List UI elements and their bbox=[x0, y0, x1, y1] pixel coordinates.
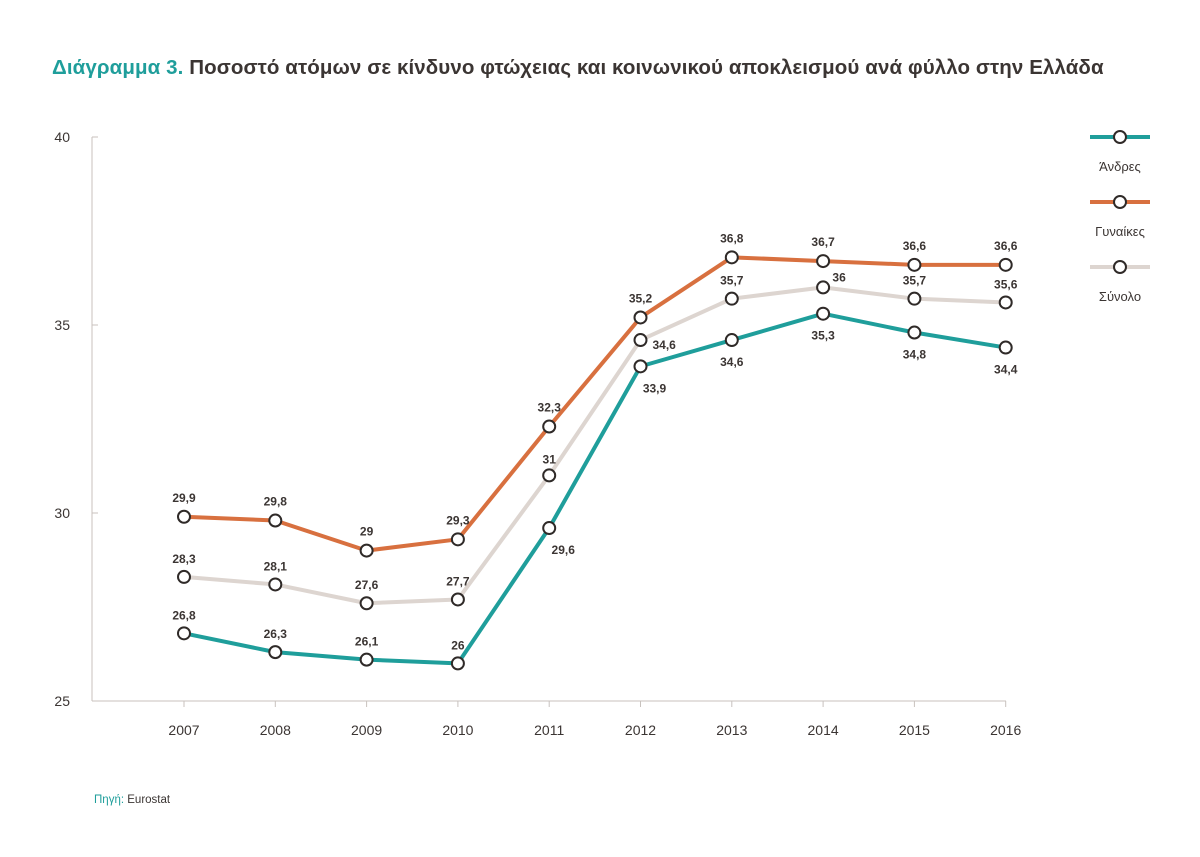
data-point-men bbox=[724, 333, 739, 348]
x-tick-label: 2015 bbox=[899, 722, 930, 738]
data-label-men: 29,6 bbox=[552, 543, 576, 557]
legend-marker-men bbox=[1113, 130, 1127, 144]
data-point-women bbox=[724, 250, 739, 265]
data-label-total: 34,6 bbox=[653, 338, 677, 352]
data-label-women: 36,7 bbox=[811, 235, 835, 249]
data-label-total: 27,7 bbox=[446, 574, 470, 588]
data-label-women: 36,8 bbox=[720, 231, 744, 245]
y-tick-label: 25 bbox=[54, 693, 70, 709]
x-tick-label: 2011 bbox=[534, 722, 564, 738]
data-point-men bbox=[542, 521, 557, 536]
x-tick-label: 2010 bbox=[442, 722, 473, 738]
data-label-men: 33,9 bbox=[643, 381, 667, 395]
x-tick-label: 2016 bbox=[990, 722, 1021, 738]
data-label-men: 26,1 bbox=[355, 635, 379, 649]
data-label-women: 29,9 bbox=[172, 491, 196, 505]
data-point-men bbox=[816, 306, 831, 321]
data-label-men: 34,6 bbox=[720, 355, 744, 369]
data-point-total bbox=[359, 596, 374, 611]
data-point-total bbox=[998, 295, 1013, 310]
data-label-total: 31 bbox=[543, 452, 557, 466]
data-point-total bbox=[907, 291, 922, 306]
source-label: Πηγή: bbox=[94, 794, 125, 806]
data-point-men bbox=[177, 626, 191, 641]
data-label-men: 26,8 bbox=[172, 608, 196, 622]
data-label-men: 26 bbox=[451, 638, 465, 652]
data-label-women: 32,3 bbox=[538, 401, 562, 415]
data-point-women bbox=[177, 509, 191, 524]
data-point-total bbox=[542, 468, 557, 483]
data-label-men: 34,8 bbox=[903, 348, 927, 362]
y-tick-label: 35 bbox=[54, 317, 70, 333]
data-label-total: 36 bbox=[832, 270, 846, 284]
data-point-men bbox=[268, 645, 283, 660]
series-line-men bbox=[182, 311, 1008, 666]
chart-title: Διάγραμμα 3. Ποσοστό ατόμων σε κίνδυνο φ… bbox=[52, 56, 1104, 80]
data-point-women bbox=[359, 543, 374, 558]
source-note: Πηγή: Eurostat bbox=[94, 794, 170, 806]
data-point-women bbox=[268, 513, 283, 528]
data-point-men bbox=[450, 656, 465, 671]
x-tick-label: 2008 bbox=[260, 722, 291, 738]
data-point-women bbox=[450, 532, 465, 547]
legend-marker-total bbox=[1113, 260, 1127, 274]
data-point-total bbox=[268, 577, 283, 592]
x-tick-label: 2014 bbox=[808, 722, 839, 738]
data-label-women: 29 bbox=[360, 525, 374, 539]
data-point-women bbox=[998, 257, 1013, 272]
data-label-men: 34,4 bbox=[994, 363, 1018, 377]
data-label-women: 29,8 bbox=[264, 495, 288, 509]
y-tick-label: 30 bbox=[54, 505, 70, 521]
data-label-total: 28,3 bbox=[172, 552, 196, 566]
data-label-men: 26,3 bbox=[264, 627, 288, 641]
series-line-women bbox=[182, 255, 1008, 553]
chart-title-prefix: Διάγραμμα 3. bbox=[52, 56, 184, 79]
data-point-women bbox=[633, 310, 648, 325]
series-line-total bbox=[182, 285, 1008, 606]
data-label-total: 27,6 bbox=[355, 578, 379, 592]
data-label-total: 35,7 bbox=[720, 274, 744, 288]
data-point-men bbox=[633, 359, 648, 374]
legend-label-total: Σύνολο bbox=[1099, 289, 1141, 304]
legend-marker-women bbox=[1113, 195, 1127, 209]
legend-label-women: Γυναίκες bbox=[1095, 224, 1145, 239]
data-point-total bbox=[177, 569, 191, 584]
data-label-women: 35,2 bbox=[629, 291, 653, 305]
data-point-men bbox=[998, 340, 1013, 355]
y-tick-label: 40 bbox=[54, 129, 70, 145]
legend-label-men: Άνδρες bbox=[1099, 159, 1141, 174]
data-label-total: 35,7 bbox=[903, 274, 927, 288]
data-point-men bbox=[907, 325, 922, 340]
data-label-men: 35,3 bbox=[811, 329, 835, 343]
data-label-total: 28,1 bbox=[264, 559, 288, 573]
data-point-men bbox=[359, 652, 374, 667]
data-point-women bbox=[816, 254, 831, 269]
chart-title-text: Ποσοστό ατόμων σε κίνδυνο φτώχειας και κ… bbox=[189, 56, 1104, 79]
x-tick-label: 2009 bbox=[351, 722, 382, 738]
data-label-women: 36,6 bbox=[994, 239, 1018, 253]
data-point-total bbox=[633, 333, 648, 348]
data-label-women: 36,6 bbox=[903, 239, 927, 253]
x-tick-label: 2007 bbox=[168, 722, 199, 738]
source-text: Eurostat bbox=[127, 794, 171, 806]
data-label-total: 35,6 bbox=[994, 277, 1018, 291]
data-point-total bbox=[450, 592, 465, 607]
data-point-total bbox=[724, 291, 739, 306]
data-point-women bbox=[542, 419, 557, 434]
data-point-total bbox=[816, 280, 831, 295]
data-label-women: 29,3 bbox=[446, 513, 470, 527]
data-point-women bbox=[907, 257, 922, 272]
x-tick-label: 2012 bbox=[625, 722, 656, 738]
x-tick-label: 2013 bbox=[716, 722, 747, 738]
